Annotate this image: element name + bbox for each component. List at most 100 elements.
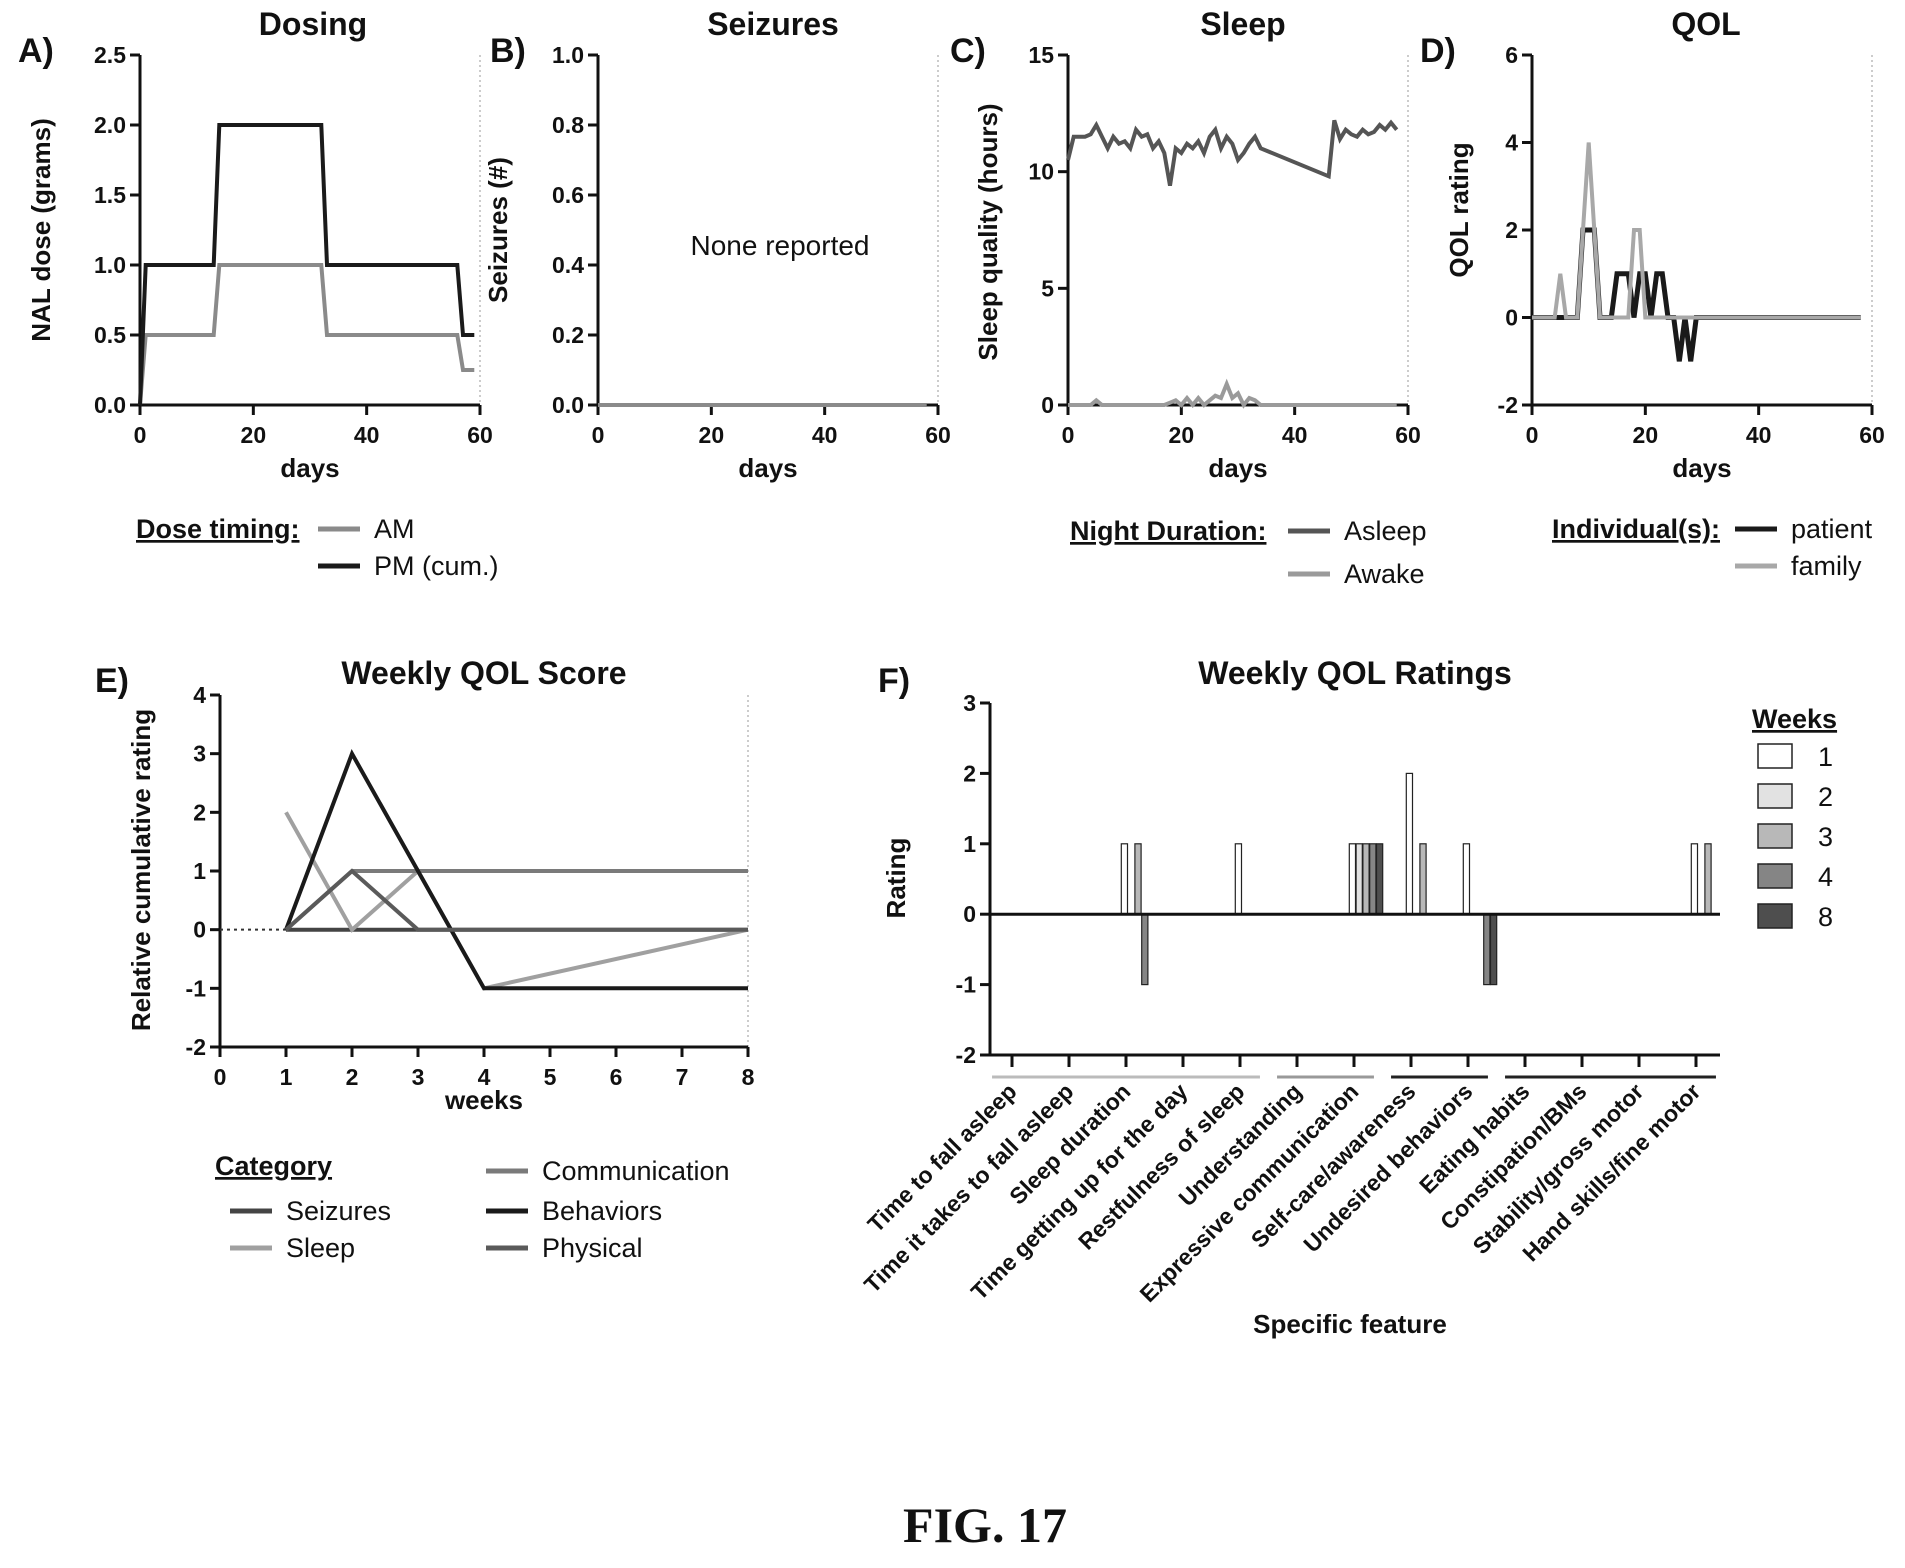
series-line-communication xyxy=(284,869,748,932)
x-tick-label: 0 xyxy=(592,422,605,448)
series-line-sleep xyxy=(284,811,749,991)
x-tick-label: 7 xyxy=(676,1064,689,1090)
bar-week-2 xyxy=(1355,843,1363,915)
y-axis-label: Rating xyxy=(881,838,911,919)
legend-item: 2 xyxy=(1818,782,1833,812)
y-tick-label: 1.0 xyxy=(552,42,584,68)
bar-week-1 xyxy=(1405,772,1414,915)
x-tick-label: 0 xyxy=(1062,422,1075,448)
legend-item: Communication xyxy=(542,1156,730,1186)
y-tick-label: 2 xyxy=(1505,217,1518,243)
bar-week-3 xyxy=(1134,843,1142,915)
series-line-awake xyxy=(1068,378,1397,409)
legend-title: Dose timing: xyxy=(136,514,300,544)
legend-item: Seizures xyxy=(286,1196,391,1226)
y-tick-label: 0.6 xyxy=(552,182,584,208)
x-tick-label: 0 xyxy=(214,1064,227,1090)
x-tick-label: 60 xyxy=(925,422,951,448)
panel-label: B) xyxy=(490,32,526,70)
x-tick-label: 1 xyxy=(280,1064,293,1090)
figure-caption: FIG. 17 xyxy=(903,1497,1067,1553)
bar-week-1 xyxy=(1120,843,1129,915)
bar-week-1 xyxy=(1348,843,1357,915)
legend-title: Category xyxy=(215,1151,332,1181)
series-line-physical xyxy=(284,868,748,932)
legend-item: PM (cum.) xyxy=(374,551,499,581)
legend-item: Physical xyxy=(542,1233,643,1263)
y-tick-label: 0.0 xyxy=(552,392,584,418)
legend: Night Duration: Asleep Awake xyxy=(1070,516,1427,589)
x-tick-label: 3 xyxy=(412,1064,425,1090)
y-tick-label: 4 xyxy=(193,682,206,708)
y-tick-label: -2 xyxy=(956,1042,976,1068)
y-tick-label: 2.0 xyxy=(94,112,126,138)
x-tick-label: 8 xyxy=(742,1064,755,1090)
y-tick-label: 2.5 xyxy=(94,42,126,68)
y-tick-label: -2 xyxy=(1498,392,1518,418)
panel-e: Weekly QOL Score E) Relative cumulative ra… xyxy=(95,655,755,1263)
panel-title: Weekly QOL Ratings xyxy=(1198,655,1512,691)
y-tick-label: -1 xyxy=(186,975,207,1001)
series-line-behaviors xyxy=(284,748,748,991)
legend-swatch xyxy=(1757,743,1793,769)
legend-swatch xyxy=(1757,903,1793,929)
series-line-pm-cum xyxy=(138,123,475,406)
y-tick-label: 15 xyxy=(1028,42,1054,68)
panel-label: F) xyxy=(878,662,910,700)
legend: Dose timing: AM PM (cum.) xyxy=(136,514,499,581)
panel-title: QOL xyxy=(1671,6,1740,42)
x-tick-label: 60 xyxy=(1859,422,1885,448)
y-tick-label: 5 xyxy=(1041,275,1054,301)
bar-week-8 xyxy=(1375,843,1384,915)
legend-item: 8 xyxy=(1818,902,1833,932)
x-tick-label: 0 xyxy=(134,422,147,448)
panel-title: Dosing xyxy=(259,6,367,42)
category-label: Time it takes to fall asleep xyxy=(859,1078,1079,1298)
legend-item: family xyxy=(1791,551,1862,581)
x-tick-label: 40 xyxy=(1282,422,1308,448)
bar-week-8 xyxy=(1489,913,1498,986)
legend: Category Seizures Sleep Communication Behavi… xyxy=(215,1151,730,1263)
y-tick-label: 0 xyxy=(193,917,206,943)
y-tick-label: 3 xyxy=(193,741,206,767)
x-axis-label: days xyxy=(738,453,797,483)
x-tick-label: 40 xyxy=(812,422,838,448)
y-tick-label: 10 xyxy=(1028,159,1054,185)
y-axis-label: NAL dose (grams) xyxy=(26,118,56,341)
x-tick-label: 60 xyxy=(1395,422,1421,448)
legend-title: Weeks xyxy=(1752,704,1837,734)
x-tick-label: 40 xyxy=(1746,422,1772,448)
y-tick-label: 6 xyxy=(1505,42,1518,68)
x-tick-label: 0 xyxy=(1526,422,1539,448)
y-tick-label: 0 xyxy=(1041,392,1054,418)
x-tick-label: 2 xyxy=(346,1064,359,1090)
x-axis-label: days xyxy=(1208,453,1267,483)
legend-swatch xyxy=(1757,783,1793,809)
y-tick-label: 2 xyxy=(193,799,206,825)
y-tick-label: 1 xyxy=(193,858,206,884)
y-tick-label: 0.4 xyxy=(552,252,584,278)
panel-c: Sleep C) Sleep quality (hours) 0 5 10 15 0 20 40 6… xyxy=(950,6,1427,589)
bar-week-3 xyxy=(1704,843,1712,915)
legend-item: 1 xyxy=(1818,742,1833,772)
y-tick-label: 3 xyxy=(963,690,976,716)
x-tick-label: 4 xyxy=(478,1064,491,1090)
series-line-am xyxy=(138,263,475,406)
x-tick-label: 5 xyxy=(544,1064,557,1090)
x-tick-label: 20 xyxy=(699,422,725,448)
legend-swatch xyxy=(1757,863,1793,889)
legend-item: Asleep xyxy=(1344,516,1427,546)
y-tick-label: 1.5 xyxy=(94,182,126,208)
panel-label: C) xyxy=(950,32,986,70)
panel-a: Dosing A) NAL dose (grams) 0.0 0.5 1.0 1.5 2.0 2… xyxy=(18,6,499,581)
y-tick-label: 1 xyxy=(963,831,976,857)
panel-label: A) xyxy=(18,32,54,70)
y-tick-label: 1.0 xyxy=(94,252,126,278)
panel-b: Seizures B) Seizures (#) 0.0 0.2 0.4 0.6 0.8 1.0… xyxy=(483,6,951,483)
legend-item: Sleep xyxy=(286,1233,355,1263)
x-tick-label: 6 xyxy=(610,1064,623,1090)
x-tick-label: 20 xyxy=(1169,422,1195,448)
panel-title: Weekly QOL Score xyxy=(341,655,626,691)
x-axis-label: weeks xyxy=(444,1085,523,1115)
